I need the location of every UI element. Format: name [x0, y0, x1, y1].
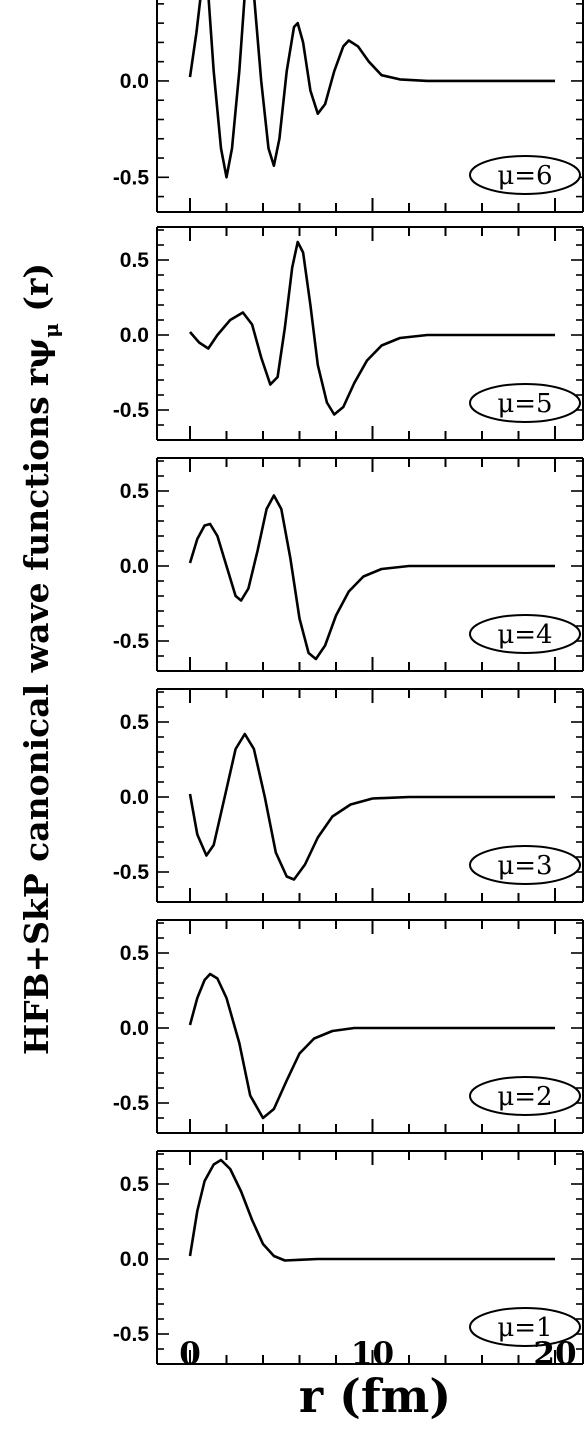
y-tick-label: -0.5 [113, 399, 150, 422]
y-tick-label: 0.0 [120, 1248, 149, 1271]
y-axis-math-subscript: μ [39, 323, 63, 338]
panel-3: 0.5 0.0 -0.5 μ=4 [113, 457, 584, 672]
panel-2: 0.5 0.0 -0.5 μ=5 [113, 226, 584, 441]
y-tick-label: -0.5 [113, 861, 150, 884]
mu-label-badge [469, 1076, 581, 1116]
y-tick-label: -0.5 [113, 166, 150, 189]
wave-function-curve [188, 972, 555, 1120]
wave-function-curve [189, 240, 555, 416]
mu-label-badge [469, 155, 581, 195]
y-axis-math-base: rψ [17, 338, 56, 386]
y-tick-label: 0.5 [120, 249, 150, 272]
mu-label: μ=5 [497, 389, 552, 419]
wave-function-curve [188, 732, 555, 881]
y-tick-label: 0.5 [120, 942, 150, 965]
panels-group: 0.0-0.5 μ=60.50.0-0.5 μ=50.50.0-0.5 μ=40.50… [113, 0, 584, 1365]
x-tick-labels: 0 10 20 [179, 1336, 576, 1372]
x-tick-label: 20 [533, 1336, 576, 1372]
x-tick-label: 0 [179, 1336, 201, 1372]
mu-label: μ=4 [497, 620, 552, 650]
y-tick-label: 0.5 [120, 1173, 150, 1196]
y-axis-math-suffix: (r) [17, 263, 56, 323]
y-tick-label: 0.0 [120, 786, 149, 809]
y-tick-label: -0.5 [113, 630, 150, 653]
mu-label: μ=2 [497, 1082, 552, 1112]
x-tick-label: 10 [351, 1336, 394, 1372]
mu-label: μ=3 [497, 851, 552, 881]
mu-label-badge [469, 845, 581, 885]
y-tick-label: 0.0 [120, 1017, 149, 1040]
y-tick-label: 0.5 [120, 711, 150, 734]
panel-4: 0.5 0.0 -0.5 μ=3 [113, 688, 584, 903]
y-tick-label: 0.5 [120, 480, 150, 503]
wave-function-curve [188, 0, 555, 179]
x-axis-title: r (fm) [299, 1369, 451, 1423]
y-tick-label: 0.0 [120, 70, 149, 93]
wave-function-curve [188, 494, 555, 661]
mu-label: μ=6 [497, 161, 552, 191]
mu-label-badge [469, 614, 581, 654]
y-axis-title-text: HFB+SkP canonical wave functions [17, 396, 56, 1055]
y-axis-title: HFB+SkP canonical wave functions rψμ (r) [17, 263, 63, 1055]
y-tick-label: 0.0 [120, 324, 149, 347]
panel-5: 0.5 0.0 -0.5 μ=2 [113, 919, 584, 1134]
mu-label: μ=1 [497, 1313, 552, 1343]
wave-function-curve [188, 1158, 555, 1262]
mu-label-badge [469, 1307, 581, 1347]
panel-1: 0.0 -0.5 μ=6 [113, 0, 584, 213]
y-tick-label: 0.0 [120, 555, 149, 578]
y-tick-label: -0.5 [113, 1092, 150, 1115]
mu-label-badge [469, 383, 581, 423]
y-tick-label: -0.5 [113, 1323, 150, 1346]
panel-6: 0.5 0.0 -0.5 μ=1 [113, 1150, 584, 1365]
